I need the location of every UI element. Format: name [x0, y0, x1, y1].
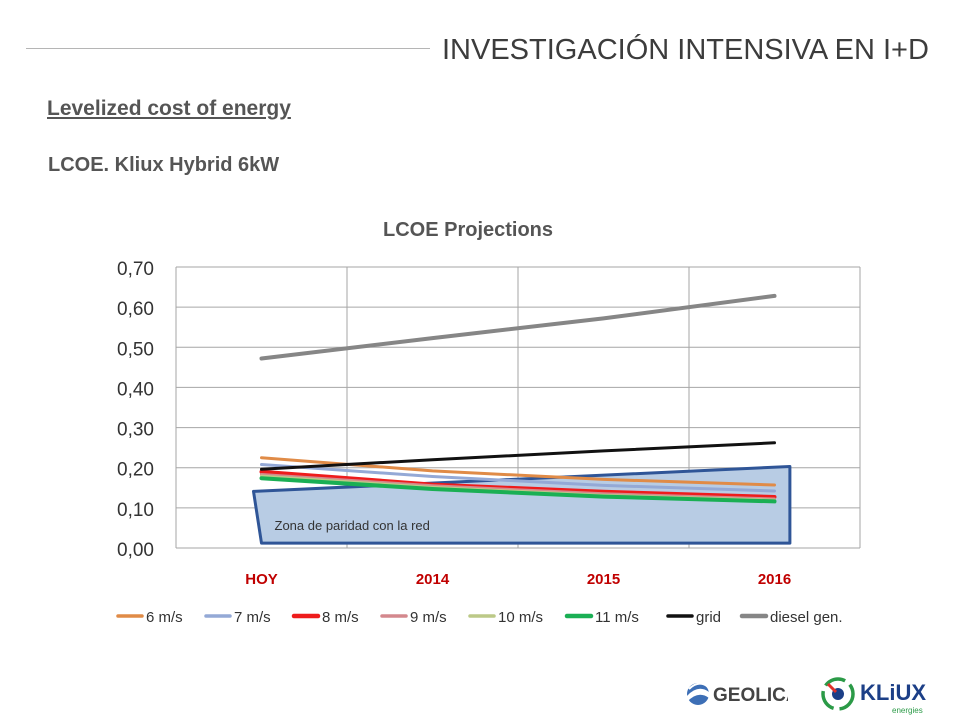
geolica-logo: GEOLICA [687, 682, 788, 706]
parity-zone-label: Zona de paridad con la red [275, 518, 430, 533]
legend-label: 11 m/s [595, 609, 639, 626]
legend-label: grid [696, 609, 721, 626]
legend-label: 6 m/s [146, 609, 183, 626]
y-tick-label: 0,00 [117, 540, 154, 561]
y-tick-label: 0,60 [117, 299, 154, 320]
legend-label: 7 m/s [234, 609, 271, 626]
kliux-logo-subtext: energies [892, 706, 923, 715]
section-title: Levelized cost of energy [47, 97, 291, 120]
x-tick-label: HOY [245, 571, 278, 588]
page-title: INVESTIGACIÓN INTENSIVA EN I+D [442, 34, 929, 66]
kliux-logo: KLiUX energies [821, 677, 926, 715]
legend-label: 10 m/s [498, 609, 543, 626]
geolica-globe-icon [687, 682, 709, 705]
series-line-2 [259, 469, 777, 499]
y-tick-label: 0,50 [117, 339, 154, 360]
chart-title: LCOE Projections [383, 219, 553, 241]
series-line-5 [259, 476, 777, 504]
y-tick-label: 0,70 [117, 259, 154, 280]
geolica-logo-text: GEOLICA [713, 685, 788, 706]
series-line-7 [259, 293, 777, 361]
y-tick-label: 0,10 [117, 500, 154, 521]
legend-label: 9 m/s [410, 609, 447, 626]
series-line-1 [260, 463, 776, 493]
kliux-swirl-icon [821, 677, 855, 711]
section-subtitle: LCOE. Kliux Hybrid 6kW [48, 154, 280, 176]
series-line-6 [260, 441, 776, 471]
y-tick-label: 0,30 [117, 420, 154, 441]
y-tick-label: 0,40 [117, 379, 154, 400]
x-tick-label: 2016 [758, 571, 791, 588]
x-tick-label: 2015 [587, 571, 620, 588]
y-tick-label: 0,20 [117, 460, 154, 481]
legend-label: 8 m/s [322, 609, 359, 626]
kliux-logo-text: KLiUX [860, 680, 926, 705]
legend-label: diesel gen. [770, 609, 843, 626]
x-tick-label: 2014 [416, 571, 450, 588]
header-rule [26, 48, 430, 49]
